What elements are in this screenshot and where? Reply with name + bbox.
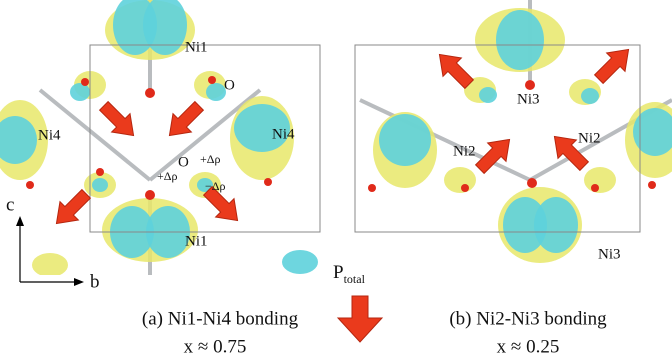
- atom-label: Ni3: [517, 91, 540, 107]
- atom-label: Ni2: [578, 130, 601, 146]
- axis-b-head: [74, 278, 84, 286]
- atom-label: Ni3: [598, 246, 621, 262]
- figure: Ni1 O Ni4 Ni4 O Ni1 +Δρ +Δρ −Δρ Ni3 Ni2 …: [0, 0, 672, 360]
- subscript: total: [344, 272, 366, 286]
- caption: (b) Ni2-Ni3 bonding: [449, 308, 607, 329]
- axis-c-head: [16, 216, 24, 226]
- atom-label: Ni1: [185, 39, 208, 55]
- atom-label: Ni2: [453, 143, 476, 159]
- panel-b: [355, 0, 672, 263]
- atom-label: Ni1: [185, 233, 208, 249]
- symbol: P: [333, 262, 344, 283]
- composition: x ≈ 0.25: [497, 336, 560, 357]
- axis-label: c: [6, 194, 14, 215]
- caption: (a) Ni1-Ni4 bonding: [142, 308, 299, 329]
- polarization-arrow: [338, 296, 382, 342]
- atom-label: O: [224, 77, 235, 93]
- atom-label: O: [178, 154, 189, 170]
- composition: x ≈ 0.75: [184, 336, 247, 357]
- atom-label: Ni4: [272, 126, 295, 142]
- charge-label: +Δρ: [157, 169, 177, 183]
- polarization-label: Ptotal: [333, 262, 366, 285]
- axis-label: b: [90, 271, 100, 292]
- charge-label: +Δρ: [200, 152, 220, 166]
- atom-label: Ni4: [38, 127, 61, 143]
- charge-label: −Δρ: [205, 179, 225, 193]
